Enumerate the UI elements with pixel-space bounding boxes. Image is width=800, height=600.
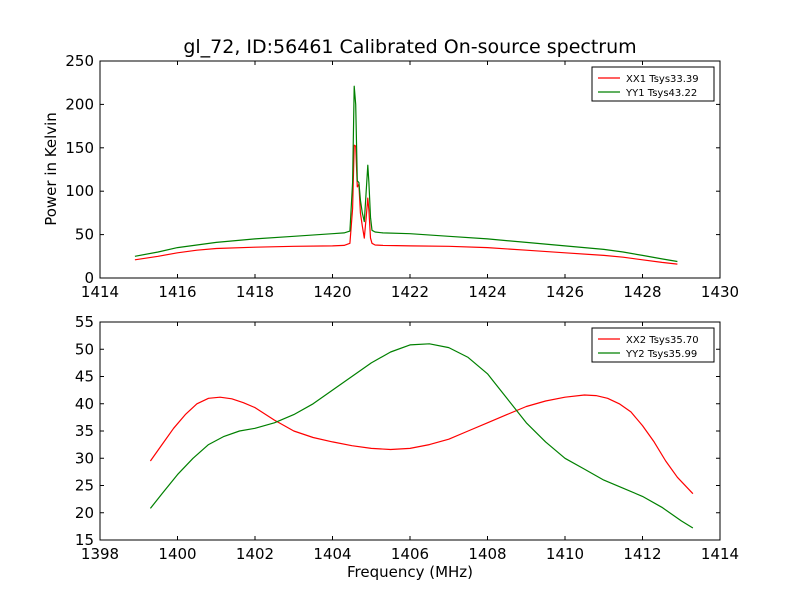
bottom-plot-panel: 1398 1400 1402 1404 1406 1408 1410 1412 1414 15 20… bbox=[75, 313, 739, 563]
top-series-line-2 bbox=[134, 85, 678, 263]
bottom-series-line-2 bbox=[149, 343, 694, 529]
bottom-x-tick-label: 1410 bbox=[546, 545, 584, 563]
top-x-tick-label: 1420 bbox=[313, 283, 351, 301]
bottom-x-tick-label: 1414 bbox=[701, 545, 739, 563]
top-y-tick-label: 100 bbox=[65, 182, 94, 200]
top-x-tick-label: 1422 bbox=[391, 283, 429, 301]
bottom-y-tick-label: 40 bbox=[75, 395, 94, 413]
bottom-y-tick-label: 50 bbox=[75, 340, 94, 358]
bottom-x-tick-label: 1412 bbox=[623, 545, 661, 563]
bottom-y-tick-label: 35 bbox=[75, 422, 94, 440]
bottom-x-axis-label: Frequency (MHz) bbox=[347, 563, 473, 581]
bottom-legend bbox=[591, 327, 715, 363]
top-x-tick-label: 1418 bbox=[236, 283, 274, 301]
bottom-x-tick-label: 1400 bbox=[158, 545, 196, 563]
bottom-legend-label-1: XX2 Tsys35.70 bbox=[626, 335, 699, 346]
bottom-y-tick-label: 55 bbox=[75, 313, 94, 331]
top-x-tick-label: 1430 bbox=[701, 283, 739, 301]
top-x-tick-label: 1428 bbox=[623, 283, 661, 301]
bottom-x-tick-label: 1406 bbox=[391, 545, 429, 563]
bottom-x-tick-label: 1398 bbox=[81, 545, 119, 563]
bottom-x-tick-label: 1408 bbox=[468, 545, 506, 563]
bottom-y-tick-label: 45 bbox=[75, 368, 94, 386]
top-y-tick-label: 0 bbox=[84, 269, 94, 287]
bottom-y-tick-label: 15 bbox=[75, 531, 94, 549]
bottom-y-tick-label: 30 bbox=[75, 449, 94, 467]
top-series-line-1 bbox=[134, 144, 678, 265]
top-y-tick-label: 200 bbox=[65, 95, 94, 113]
bottom-legend-label-2: YY2 Tsys35.99 bbox=[625, 349, 697, 360]
top-legend-label-2: YY1 Tsys43.22 bbox=[625, 88, 697, 99]
top-x-tick-label: 1426 bbox=[546, 283, 584, 301]
bottom-y-tick-label: 20 bbox=[75, 504, 94, 522]
top-legend-label-1: XX1 Tsys33.39 bbox=[626, 74, 699, 85]
bottom-x-tick-label: 1402 bbox=[236, 545, 274, 563]
bottom-y-tick-label: 25 bbox=[75, 477, 94, 495]
top-y-tick-label: 150 bbox=[65, 139, 94, 157]
top-y-tick-label: 250 bbox=[65, 52, 94, 70]
bottom-series-line-1 bbox=[149, 394, 694, 495]
top-x-tick-label: 1414 bbox=[81, 283, 119, 301]
top-y-tick-label: 50 bbox=[75, 226, 94, 244]
top-plot-panel: 1414 1416 1418 1420 1422 1424 1426 1428 1430 0 50 1… bbox=[65, 52, 739, 301]
top-y-axis-label: Power in Kelvin bbox=[42, 112, 60, 226]
top-x-tick-label: 1416 bbox=[158, 283, 196, 301]
top-legend bbox=[591, 66, 715, 102]
bottom-x-tick-label: 1404 bbox=[313, 545, 351, 563]
chart-title: gl_72, ID:56461 Calibrated On-source spe… bbox=[183, 36, 636, 58]
top-x-tick-label: 1424 bbox=[468, 283, 506, 301]
